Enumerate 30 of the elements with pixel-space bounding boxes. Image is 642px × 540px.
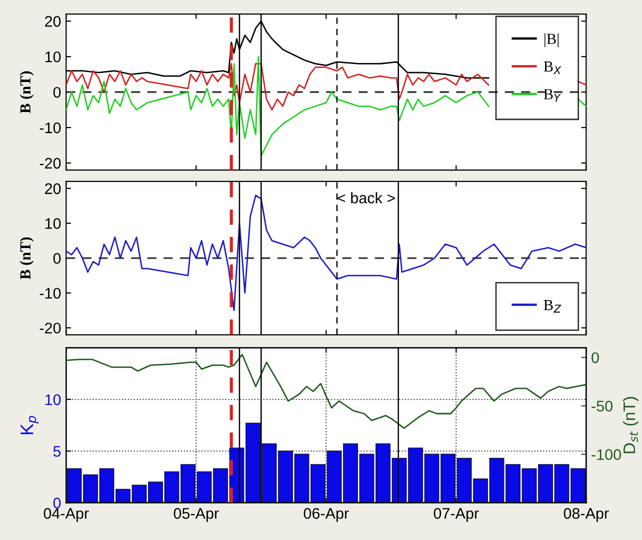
y-axis-title: B (nT) bbox=[20, 237, 34, 280]
legend-label: |B| bbox=[544, 33, 559, 48]
x-tick-label: 08-Apr bbox=[564, 508, 609, 522]
x-tick-label: 04-Apr bbox=[44, 508, 89, 522]
x-tick-label: 07-Apr bbox=[434, 508, 479, 522]
y-tick-label: 5 bbox=[53, 446, 61, 457]
y-axis-title: K$_{p}$ bbox=[20, 416, 39, 434]
y-tick-label: 10 bbox=[45, 218, 61, 229]
y-tick-label: -20 bbox=[40, 322, 61, 334]
y-tick-label: 20 bbox=[45, 16, 61, 27]
legend-label: B$_{Y}$ bbox=[544, 89, 561, 102]
y-tick-label: 0 bbox=[53, 252, 61, 264]
y2-tick-label: 0 bbox=[592, 352, 599, 364]
y-tick-label: -10 bbox=[40, 288, 61, 299]
y2-tick-label: -50 bbox=[592, 400, 612, 412]
y-axis-title: B (nT) bbox=[20, 71, 34, 114]
y2-tick-label: -100 bbox=[592, 449, 621, 460]
y-tick-label: -10 bbox=[40, 122, 61, 134]
y-tick-label: 0 bbox=[53, 498, 61, 508]
ref-line-label: < back > bbox=[338, 192, 395, 204]
legend-label: B$_{X}$ bbox=[544, 62, 562, 74]
y-tick-label: 0 bbox=[53, 86, 61, 98]
y-tick-label: 20 bbox=[45, 183, 61, 194]
y-tick-label: 10 bbox=[45, 394, 61, 406]
x-tick-label: 06-Apr bbox=[304, 508, 349, 522]
y-tick-label: -20 bbox=[40, 158, 61, 169]
y2-axis-title: D$_{st}$ (nT) bbox=[622, 397, 638, 454]
y-tick-label: 10 bbox=[45, 51, 61, 62]
legend-label: B$_{Z}$ bbox=[544, 300, 562, 313]
x-tick-label: 05-Apr bbox=[174, 508, 219, 522]
